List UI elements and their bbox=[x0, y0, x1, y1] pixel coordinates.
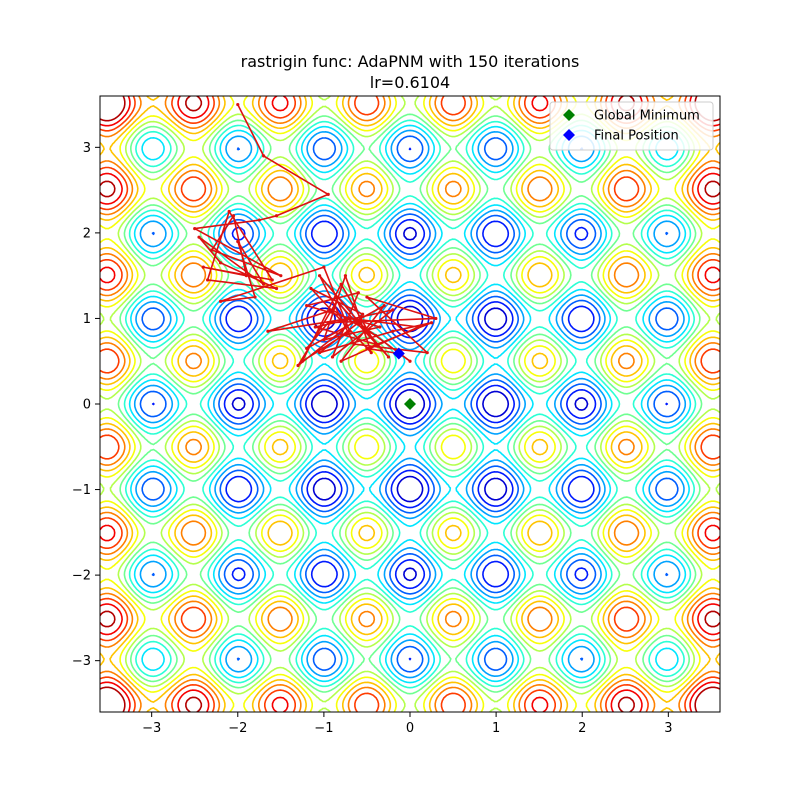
legend-box bbox=[549, 101, 714, 151]
contour-level bbox=[139, 135, 681, 673]
path-point bbox=[296, 363, 300, 368]
y-tick-label: 1 bbox=[83, 312, 91, 327]
path-point bbox=[231, 214, 236, 218]
path-point bbox=[274, 286, 279, 291]
legend-marker-global-minimum bbox=[563, 109, 575, 121]
y-tick-label: 3 bbox=[83, 141, 91, 156]
x-tick-label: 2 bbox=[578, 721, 586, 736]
path-point bbox=[391, 308, 395, 312]
path-point bbox=[206, 278, 210, 282]
path-point bbox=[317, 351, 322, 355]
path-point bbox=[300, 359, 304, 363]
x-tick-label: −2 bbox=[228, 721, 247, 736]
path-point bbox=[305, 346, 309, 350]
x-axis: −3 −2 −1 0 1 2 3 bbox=[142, 712, 672, 736]
final-position-marker bbox=[392, 347, 405, 360]
path-point bbox=[317, 274, 322, 278]
global-minimum-marker bbox=[404, 398, 416, 410]
path-point bbox=[348, 329, 352, 333]
path-point bbox=[343, 274, 348, 278]
path-point bbox=[305, 304, 309, 308]
path-point bbox=[356, 321, 360, 325]
x-tick-label: 3 bbox=[664, 721, 672, 736]
contour-level bbox=[100, 96, 720, 712]
path-point bbox=[339, 282, 343, 286]
path-point bbox=[227, 209, 231, 214]
x-tick-label: −1 bbox=[314, 721, 333, 736]
path-point bbox=[279, 274, 283, 278]
path-point bbox=[378, 325, 382, 329]
contour-level bbox=[100, 96, 720, 712]
contour-level bbox=[128, 124, 692, 684]
contour-level bbox=[100, 96, 720, 712]
path-point bbox=[322, 338, 326, 342]
path-point bbox=[391, 329, 395, 333]
path-point bbox=[335, 299, 339, 303]
path-point bbox=[365, 295, 369, 299]
path-point bbox=[244, 274, 248, 278]
contour-level bbox=[117, 113, 703, 695]
contour-level bbox=[133, 129, 687, 679]
path-point bbox=[408, 359, 412, 363]
path-point bbox=[330, 355, 335, 359]
legend-marker-final-position bbox=[563, 129, 575, 141]
path-point bbox=[425, 351, 429, 355]
chart-title-line1: rastrigin func: AdaPNM with 150 iteratio… bbox=[241, 52, 580, 71]
path-point bbox=[218, 299, 223, 303]
path-point bbox=[262, 154, 266, 158]
path-point bbox=[434, 316, 438, 321]
path-point bbox=[262, 282, 266, 286]
y-tick-label: −1 bbox=[72, 483, 91, 498]
path-point bbox=[274, 214, 279, 218]
path-point bbox=[313, 325, 317, 329]
path-point bbox=[236, 239, 240, 244]
path-point bbox=[361, 312, 365, 316]
marker-layer bbox=[392, 347, 416, 410]
contour-level bbox=[100, 96, 720, 712]
path-point bbox=[266, 329, 270, 333]
legend-label-global-minimum: Global Minimum bbox=[594, 109, 700, 124]
path-point bbox=[309, 286, 313, 291]
path-point bbox=[365, 346, 369, 350]
path-point bbox=[339, 359, 343, 363]
path-point bbox=[352, 342, 356, 346]
y-tick-label: −2 bbox=[72, 569, 91, 584]
path-point bbox=[326, 192, 330, 196]
optimizer-path bbox=[193, 102, 438, 368]
chart-title-line2: lr=0.6104 bbox=[370, 73, 450, 92]
path-point bbox=[330, 308, 335, 312]
legend-label-final-position: Final Position bbox=[594, 129, 679, 144]
y-tick-label: −3 bbox=[72, 654, 91, 669]
y-axis: −3 −2 −1 0 1 2 3 bbox=[72, 141, 100, 669]
path-point bbox=[236, 102, 240, 107]
path-point bbox=[197, 235, 201, 239]
path-point bbox=[429, 321, 434, 325]
path-point bbox=[193, 227, 197, 231]
path-point bbox=[322, 265, 326, 269]
path-point bbox=[253, 295, 257, 299]
path-point bbox=[417, 325, 421, 329]
path-point bbox=[210, 248, 214, 252]
path-point bbox=[382, 304, 386, 308]
path-point bbox=[373, 333, 378, 338]
x-tick-label: 0 bbox=[406, 721, 414, 736]
path-point bbox=[356, 291, 360, 295]
path-point bbox=[369, 351, 373, 355]
path-point bbox=[348, 316, 352, 321]
x-tick-label: 1 bbox=[492, 721, 500, 736]
x-tick-label: −3 bbox=[142, 721, 161, 736]
y-tick-label: 0 bbox=[83, 398, 91, 413]
path-point bbox=[270, 278, 274, 282]
path-point bbox=[386, 355, 391, 359]
path-point bbox=[218, 261, 223, 265]
path-point bbox=[257, 218, 261, 222]
y-tick-label: 2 bbox=[83, 226, 91, 241]
path-point bbox=[373, 342, 378, 346]
contour-level bbox=[100, 96, 720, 712]
path-point bbox=[201, 265, 205, 269]
path-point bbox=[326, 321, 330, 325]
legend: Global Minimum Final Position bbox=[549, 101, 714, 151]
